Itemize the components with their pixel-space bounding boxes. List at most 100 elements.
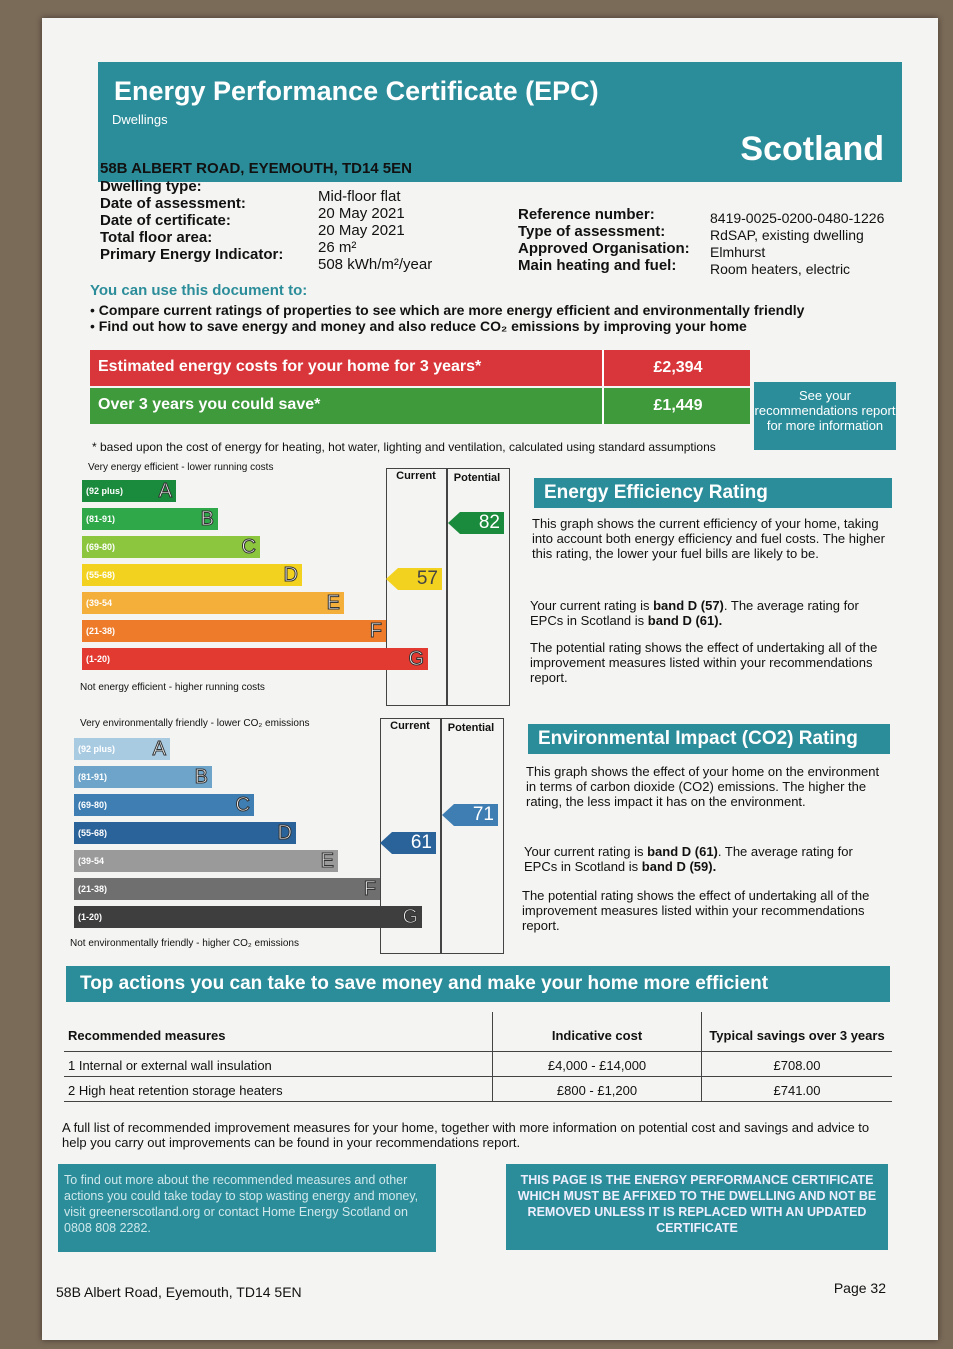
band-letter: C [241, 536, 256, 559]
energy-band-d: (55-68) D [82, 564, 302, 587]
text: Your current rating is [524, 844, 648, 859]
use-intro: You can use this document to: [90, 282, 308, 299]
header-title: Energy Performance Certificate (EPC) [114, 76, 599, 106]
band-range: (69-80) [86, 542, 116, 552]
band-letter: D [283, 564, 298, 587]
detail-label: Dwelling type: [100, 178, 202, 195]
measure-name: 1 Internal or external wall insulation [64, 1051, 493, 1077]
property-address: 58B ALBERT ROAD, EYEMOUTH, TD14 5EN [100, 160, 412, 177]
text: band D (57) [653, 598, 724, 613]
page-number: Page 32 [833, 1280, 886, 1296]
measure-savings: £708.00 [701, 1051, 892, 1077]
certificate-page: Energy Performance Certificate (EPC) Dwe… [42, 18, 938, 1340]
bullet-item: Find out how to save energy and money an… [90, 318, 890, 334]
band-letter: B [194, 766, 208, 789]
measures-table: Recommended measures Indicative cost Typ… [64, 1012, 892, 1102]
env-band-d: (55-68) D [74, 822, 296, 845]
band-letter: G [402, 906, 419, 929]
band-range: (92 plus) [86, 486, 124, 496]
band-range: (69-80) [78, 800, 108, 810]
actions-title: Top actions you can take to save money a… [66, 966, 890, 1002]
header-subtitle: Dwellings [112, 112, 168, 127]
energy-band-a: (92 plus) A [82, 480, 176, 503]
env-band-g: (1-20) G [74, 906, 422, 929]
env-band-a: (92 plus) A [74, 738, 170, 761]
header-measures: Recommended measures [64, 1012, 493, 1052]
band-range: (21-38) [86, 626, 116, 636]
measure-savings: £741.00 [701, 1076, 892, 1102]
bullet-item: Compare current ratings of properties to… [90, 302, 890, 318]
energy-rating-para1: This graph shows the current efficiency … [532, 516, 885, 561]
see-recommendations-box: See your recommendations report for more… [754, 382, 896, 450]
detail-label: Total floor area: [100, 229, 213, 246]
table-row: 2 High heat retention storage heaters £8… [64, 1076, 892, 1102]
detail-value: Elmhurst [710, 244, 766, 260]
footer-address: 58B Albert Road, Eyemouth, TD14 5EN [56, 1284, 302, 1300]
detail-value: 8419-0025-0200-0480-1226 [710, 210, 885, 226]
env-band-e: (39-54 E [74, 850, 338, 873]
detail-label: Main heating and fuel: [518, 257, 677, 274]
text: band D (61) [647, 844, 718, 859]
more-info-box: To find out more about the recommended m… [58, 1164, 436, 1252]
energy-current-head: Current [396, 470, 436, 482]
affix-notice-box: THIS PAGE IS THE ENERGY PERFORMANCE CERT… [506, 1164, 888, 1250]
detail-value: 26 m² [318, 239, 357, 256]
env-potential-head: Potential [447, 722, 495, 734]
detail-label: Primary Energy Indicator: [100, 246, 284, 263]
detail-label: Type of assessment: [518, 223, 666, 240]
detail-value: 508 kWh/m²/year [318, 256, 433, 273]
detail-value: Mid-floor flat [318, 188, 401, 205]
energy-rating-para2: Your current rating is band D (57). The … [530, 598, 890, 628]
energy-potential-marker: 82 [448, 512, 504, 534]
detail-value: 20 May 2021 [318, 222, 405, 239]
env-potential-marker: 71 [442, 804, 498, 826]
energy-chart-top-note: Very energy efficient - lower running co… [88, 462, 274, 473]
band-letter: F [369, 620, 382, 643]
env-rating-para1: This graph shows the effect of your home… [526, 764, 880, 809]
estimated-cost-label: Estimated energy costs for your home for… [98, 358, 482, 375]
env-current-column [380, 718, 442, 954]
text: band D (59). [641, 859, 717, 874]
detail-label: Date of certificate: [100, 212, 231, 229]
detail-value: Room heaters, electric [710, 261, 851, 277]
detail-label: Date of assessment: [100, 195, 246, 212]
energy-rating-para3: The potential rating shows the effect of… [530, 640, 878, 685]
detail-value: RdSAP, existing dwelling [710, 227, 864, 243]
band-letter: A [152, 738, 166, 761]
text: band D (61). [647, 613, 723, 628]
full-list-note: A full list of recommended improvement m… [62, 1120, 870, 1150]
energy-band-g: (1-20) G [82, 648, 428, 671]
measure-name: 2 High heat retention storage heaters [64, 1076, 493, 1102]
env-chart-top-note: Very environmentally friendly - lower CO… [80, 718, 310, 729]
text: . The average rating for EPCs in Scotlan… [530, 598, 859, 628]
estimated-cost-row: Estimated energy costs for your home for… [90, 350, 750, 386]
env-band-c: (69-80) C [74, 794, 254, 817]
save-label: Over 3 years you could save* [98, 396, 321, 413]
env-band-b: (81-91) B [74, 766, 212, 789]
header-band: Energy Performance Certificate (EPC) Dwe… [98, 62, 902, 182]
header-country: Scotland [740, 130, 884, 168]
use-bullets: Compare current ratings of properties to… [90, 302, 890, 334]
band-range: (21-38) [78, 884, 108, 894]
energy-potential-head: Potential [453, 472, 501, 484]
env-rating-para3: The potential rating shows the effect of… [522, 888, 870, 933]
energy-band-f: (21-38) F [82, 620, 386, 643]
header-cost: Indicative cost [492, 1012, 702, 1052]
estimated-cost-value: £2,394 [602, 350, 752, 386]
detail-value: 20 May 2021 [318, 205, 405, 222]
measure-cost: £800 - £1,200 [492, 1076, 702, 1102]
text: . The average rating for EPCs in Scotlan… [524, 844, 853, 874]
detail-label: Approved Organisation: [518, 240, 690, 257]
detail-label: Reference number: [518, 206, 655, 223]
save-value: £1,449 [602, 388, 752, 424]
table-row: 1 Internal or external wall insulation £… [64, 1051, 892, 1077]
save-row: Over 3 years you could save* £1,449 [90, 388, 750, 424]
table-header-row: Recommended measures Indicative cost Typ… [64, 1012, 892, 1052]
band-range: (1-20) [78, 912, 103, 922]
band-range: (81-91) [86, 514, 116, 524]
band-letter: E [320, 850, 334, 873]
env-current-head: Current [390, 720, 430, 732]
header-savings: Typical savings over 3 years [701, 1012, 892, 1052]
band-letter: F [363, 878, 376, 901]
cost-footnote: * based upon the cost of energy for heat… [92, 440, 716, 454]
